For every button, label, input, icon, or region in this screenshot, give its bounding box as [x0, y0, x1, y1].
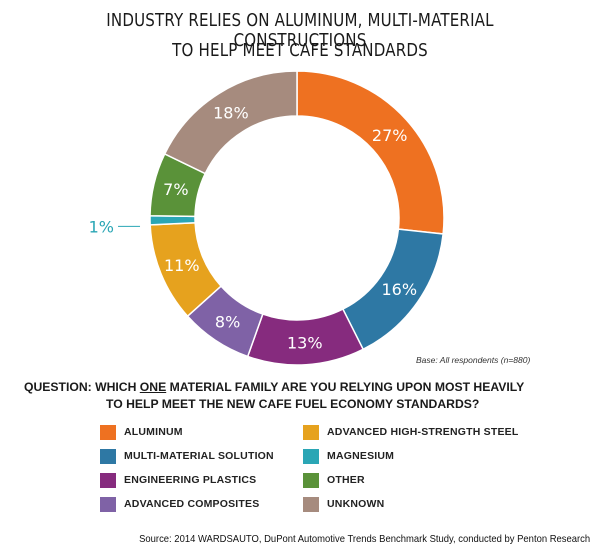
legend-label: MULTI-MATERIAL SOLUTION	[124, 450, 274, 462]
legend-label: OTHER	[327, 474, 365, 486]
question-prefix: QUESTION: WHICH	[24, 380, 140, 394]
slice-label-magnesium: 1%	[89, 217, 114, 236]
legend-item-magnesium: MAGNESIUM	[303, 448, 394, 464]
slice-unknown	[163, 70, 298, 175]
legend-label: UNKNOWN	[327, 498, 385, 510]
legend-item-multi-material-solution: MULTI-MATERIAL SOLUTION	[100, 448, 274, 464]
legend-swatch	[303, 472, 319, 488]
legend-label: ENGINEERING PLASTICS	[124, 474, 257, 486]
legend-swatch	[303, 496, 319, 512]
slice-label-engineering-plastics: 13%	[287, 333, 323, 352]
chart-title-line-2: TO HELP MEET CAFE STANDARDS	[172, 41, 428, 61]
legend-item-advanced-composites: ADVANCED COMPOSITES	[100, 496, 259, 512]
question-line-2: TO HELP MEET THE NEW CAFE FUEL ECONOMY S…	[106, 397, 480, 411]
legend-item-unknown: UNKNOWN	[303, 496, 384, 512]
donut-chart: 27% 16% 13% 8% 11% 1% 7% 18%	[89, 70, 445, 366]
legend-item-engineering-plastics: ENGINEERING PLASTICS	[100, 472, 256, 488]
legend-label: ADVANCED HIGH-STRENGTH STEEL	[327, 426, 519, 438]
slice-label-multi-material-solution: 16%	[382, 280, 418, 299]
source-note: Source: 2014 WARDSAUTO, DuPont Automotiv…	[138, 533, 590, 545]
slice-magnesium	[149, 214, 196, 226]
legend-swatch	[100, 448, 116, 464]
legend-swatch	[100, 472, 116, 488]
legend-item-aluminum: ALUMINUM	[100, 424, 183, 440]
slice-label-aluminum: 27%	[372, 126, 408, 145]
legend-swatch	[303, 448, 319, 464]
legend-item-advanced-high-strength-steel: ADVANCED HIGH-STRENGTH STEEL	[303, 424, 519, 440]
slice-label-other: 7%	[163, 180, 188, 199]
legend-swatch	[100, 496, 116, 512]
question-suffix: MATERIAL FAMILY ARE YOU RELYING UPON MOS…	[166, 380, 525, 394]
legend-swatch	[303, 424, 319, 440]
legend-item-other: OTHER	[303, 472, 365, 488]
legend-label: ADVANCED COMPOSITES	[124, 498, 260, 510]
slice-label-advanced-high-strength-steel: 11%	[164, 256, 200, 275]
legend-label: ALUMINUM	[124, 426, 183, 438]
slice-aluminum	[296, 70, 445, 235]
chart-title-line-1: INDUSTRY RELIES ON ALUMINUM, MULTI-MATER…	[106, 11, 494, 51]
legend-label: MAGNESIUM	[327, 450, 395, 462]
question-emphasis: ONE	[139, 380, 167, 394]
legend-swatch	[100, 424, 116, 440]
survey-question: QUESTION: WHICH ONE MATERIAL FAMILY ARE …	[24, 379, 594, 413]
slice-label-advanced-composites: 8%	[215, 312, 240, 331]
base-note: Base: All respondents (n=880)	[416, 355, 531, 365]
slice-label-unknown: 18%	[213, 104, 249, 123]
